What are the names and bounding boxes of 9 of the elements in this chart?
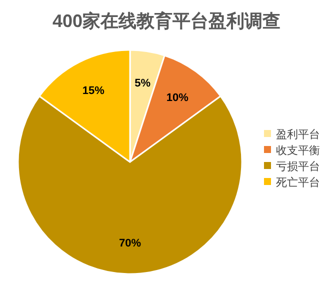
data-label: 70% [118,238,142,250]
legend-label: 盈利平台 [276,128,320,141]
data-label: 10% [166,92,189,104]
chart-title: 400家在线教育平台盈利调查 [52,10,281,31]
legend-label: 亏损平台 [276,160,320,173]
data-label: 5% [134,77,151,90]
data-label: 15% [82,85,105,98]
legend-label: 死亡平台 [276,176,320,189]
legend-label: 收支平衡 [276,144,320,157]
